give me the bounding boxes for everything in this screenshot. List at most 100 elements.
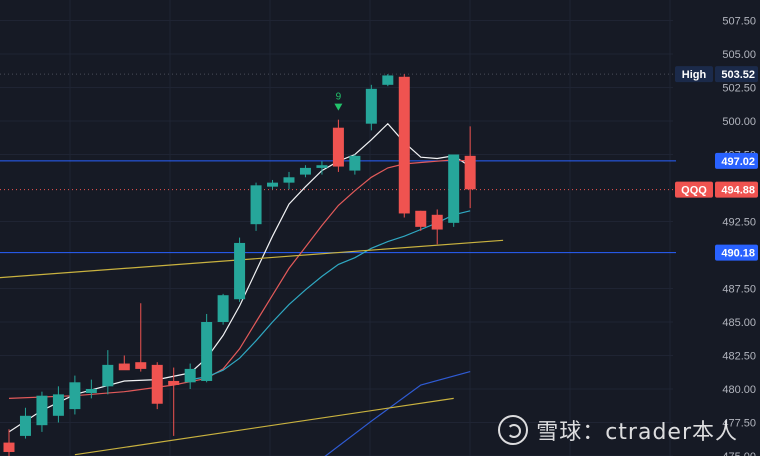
price-tick-label: 505.00 — [722, 49, 756, 61]
level-upper-value: 497.02 — [721, 156, 755, 168]
candle — [415, 210, 427, 231]
candle-body — [349, 155, 361, 171]
high-value: 503.52 — [721, 69, 755, 81]
candle — [283, 171, 295, 190]
candle-body — [36, 395, 48, 426]
candle — [349, 154, 361, 175]
candle-body — [201, 322, 213, 381]
snowball-logo-icon — [498, 415, 529, 445]
price-tick-label: 480.00 — [722, 384, 756, 396]
candle — [201, 313, 213, 383]
price-tick-label: 475.00 — [722, 451, 756, 456]
high-label-bg — [675, 66, 713, 83]
candle — [3, 429, 15, 456]
indicator-lines — [0, 122, 504, 456]
price-tick-label: 502.50 — [722, 83, 756, 95]
candle-body — [234, 242, 246, 300]
last-price-tag-bg — [715, 181, 758, 198]
candle-body — [118, 363, 130, 371]
price-tick-label: 492.50 — [722, 217, 756, 229]
candle-body — [151, 364, 163, 404]
indicator-line — [324, 371, 471, 456]
candle-body — [283, 177, 295, 183]
candle-body — [102, 364, 114, 387]
last-price-value: 494.88 — [721, 185, 755, 197]
candle — [431, 209, 443, 245]
price-tick-label: 500.00 — [722, 116, 756, 128]
level-lower-value: 490.18 — [721, 248, 755, 260]
candle — [332, 119, 344, 172]
candles — [3, 74, 476, 456]
candle — [250, 182, 262, 231]
high-label: High — [682, 69, 707, 81]
high-tag-bg — [715, 66, 758, 83]
price-tick-label: 485.00 — [722, 317, 756, 329]
candle — [234, 237, 246, 302]
candle-body — [168, 380, 180, 385]
candle — [118, 355, 130, 371]
candle-body — [69, 382, 81, 410]
watermark: 雪球：ctrader本人 — [498, 414, 738, 446]
candle-body — [398, 76, 410, 214]
candle-body — [217, 295, 229, 322]
indicator-line — [8, 122, 471, 433]
price-axis-ticks: 507.50505.00502.50500.00497.50492.50487.… — [722, 16, 756, 456]
price-tick-label: 507.50 — [722, 16, 756, 28]
watermark-text: 雪球：ctrader本人 — [536, 420, 738, 445]
candle-body — [299, 167, 311, 175]
candle-body — [415, 210, 427, 227]
last-price-label-bg — [675, 181, 713, 198]
price-tick-label: 477.50 — [722, 418, 756, 430]
candle-body — [365, 88, 377, 124]
candle — [299, 165, 311, 178]
last-price-tag: 494.88 QQQ — [675, 181, 758, 198]
indicator-line — [190, 210, 471, 381]
candle-body — [382, 75, 394, 85]
candle — [267, 179, 279, 190]
candle — [398, 74, 410, 218]
candle — [464, 126, 476, 209]
candle — [69, 375, 81, 415]
indicator-line — [74, 397, 454, 456]
candle — [382, 74, 394, 87]
down-arrow-icon — [334, 103, 343, 111]
candle-body — [464, 155, 476, 190]
candle — [316, 161, 328, 175]
candle-body — [135, 362, 147, 369]
candle — [365, 84, 377, 131]
candle — [102, 350, 114, 395]
candle-body — [448, 154, 460, 223]
candle — [168, 367, 180, 436]
candle-body — [267, 182, 279, 187]
indicator-line — [0, 239, 504, 279]
candle-body — [431, 214, 443, 230]
candle — [36, 391, 48, 432]
candle — [19, 407, 31, 439]
level-upper-tag: 497.02 — [715, 152, 758, 169]
candle — [52, 386, 64, 423]
last-price-label: QQQ — [681, 185, 707, 197]
candle-body — [250, 185, 262, 225]
level-lower-tag-bg — [715, 244, 758, 261]
candle — [184, 363, 196, 389]
candle — [217, 293, 229, 325]
candle-body — [85, 389, 97, 394]
candle-body — [332, 127, 344, 167]
high-tag: 503.52 High — [675, 66, 758, 83]
candle-body — [316, 165, 328, 168]
candle-body — [19, 415, 31, 436]
price-tick-label: 482.50 — [722, 351, 756, 363]
candle — [448, 154, 460, 227]
candle-body — [52, 394, 64, 416]
level-upper-tag-bg — [715, 152, 758, 169]
candle-body — [184, 368, 196, 383]
candle-body — [3, 442, 15, 452]
level-lower-tag: 490.18 — [715, 244, 758, 261]
sequential-count-label: 9 — [336, 92, 342, 103]
candle — [85, 379, 97, 399]
candle — [151, 362, 163, 410]
candle — [135, 303, 147, 372]
indicator-line — [8, 159, 471, 399]
